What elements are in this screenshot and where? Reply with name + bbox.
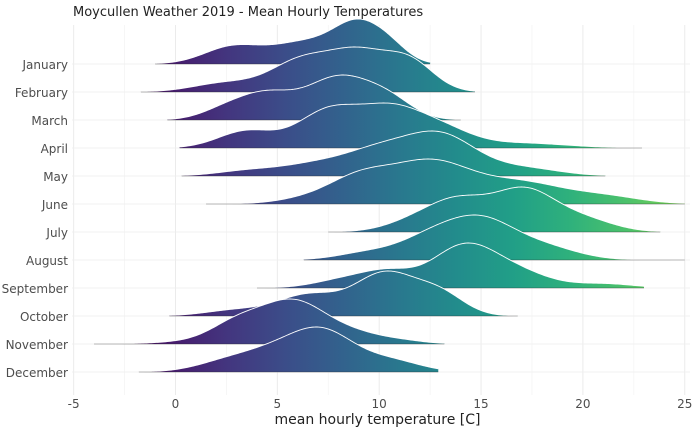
- ridge-outline: [169, 270, 518, 317]
- y-tick-label: June: [41, 198, 68, 212]
- ridge-outline: [179, 102, 642, 149]
- ridge-outline: [328, 186, 661, 233]
- x-tick-label: 20: [575, 397, 590, 411]
- ridge-area: [94, 299, 445, 344]
- y-tick-label: November: [6, 338, 68, 352]
- y-tick-label: September: [2, 282, 68, 296]
- ridge-area: [303, 215, 685, 260]
- ridge-area: [169, 271, 518, 316]
- y-tick-label: December: [6, 366, 68, 380]
- ridge-area: [256, 243, 645, 288]
- x-tick-label: 5: [274, 397, 282, 411]
- ridge-june: [206, 158, 685, 205]
- y-tick-label: April: [41, 142, 68, 156]
- x-tick-label: 0: [172, 397, 180, 411]
- y-tick-label: July: [45, 226, 68, 240]
- ridge-outline: [138, 326, 439, 373]
- x-axis-label: mean hourly temperature [C]: [274, 412, 481, 428]
- x-tick-label: -5: [68, 397, 80, 411]
- ridge-outline: [140, 46, 475, 93]
- x-tick-label: 25: [677, 397, 692, 411]
- ridge-outline: [256, 242, 645, 289]
- ridge-october: [169, 270, 518, 317]
- ridge-outline: [94, 298, 445, 345]
- ridge-area: [206, 159, 685, 204]
- y-tick-label: August: [26, 254, 68, 268]
- ridge-area: [140, 47, 475, 92]
- y-tick-label: March: [31, 114, 68, 128]
- x-tick-label: 15: [473, 397, 488, 411]
- y-tick-label: October: [20, 310, 68, 324]
- ridge-december: [138, 326, 439, 373]
- ridge-outline: [206, 158, 685, 205]
- y-tick-label: January: [22, 58, 69, 72]
- ridge-outline: [167, 74, 461, 121]
- ridge-outline: [303, 214, 685, 261]
- ridge-outline: [181, 130, 606, 176]
- ridge-area: [179, 103, 642, 148]
- ridges: [94, 18, 685, 373]
- ridge-area: [181, 131, 606, 176]
- x-tick-label: 10: [372, 397, 387, 411]
- ridge-outline: [155, 18, 431, 65]
- ridge-area: [328, 187, 661, 232]
- y-tick-label: February: [15, 86, 68, 100]
- ridge-september: [256, 242, 645, 289]
- y-tick-label: May: [43, 170, 68, 184]
- chart-title: Moycullen Weather 2019 - Mean Hourly Tem…: [73, 5, 424, 20]
